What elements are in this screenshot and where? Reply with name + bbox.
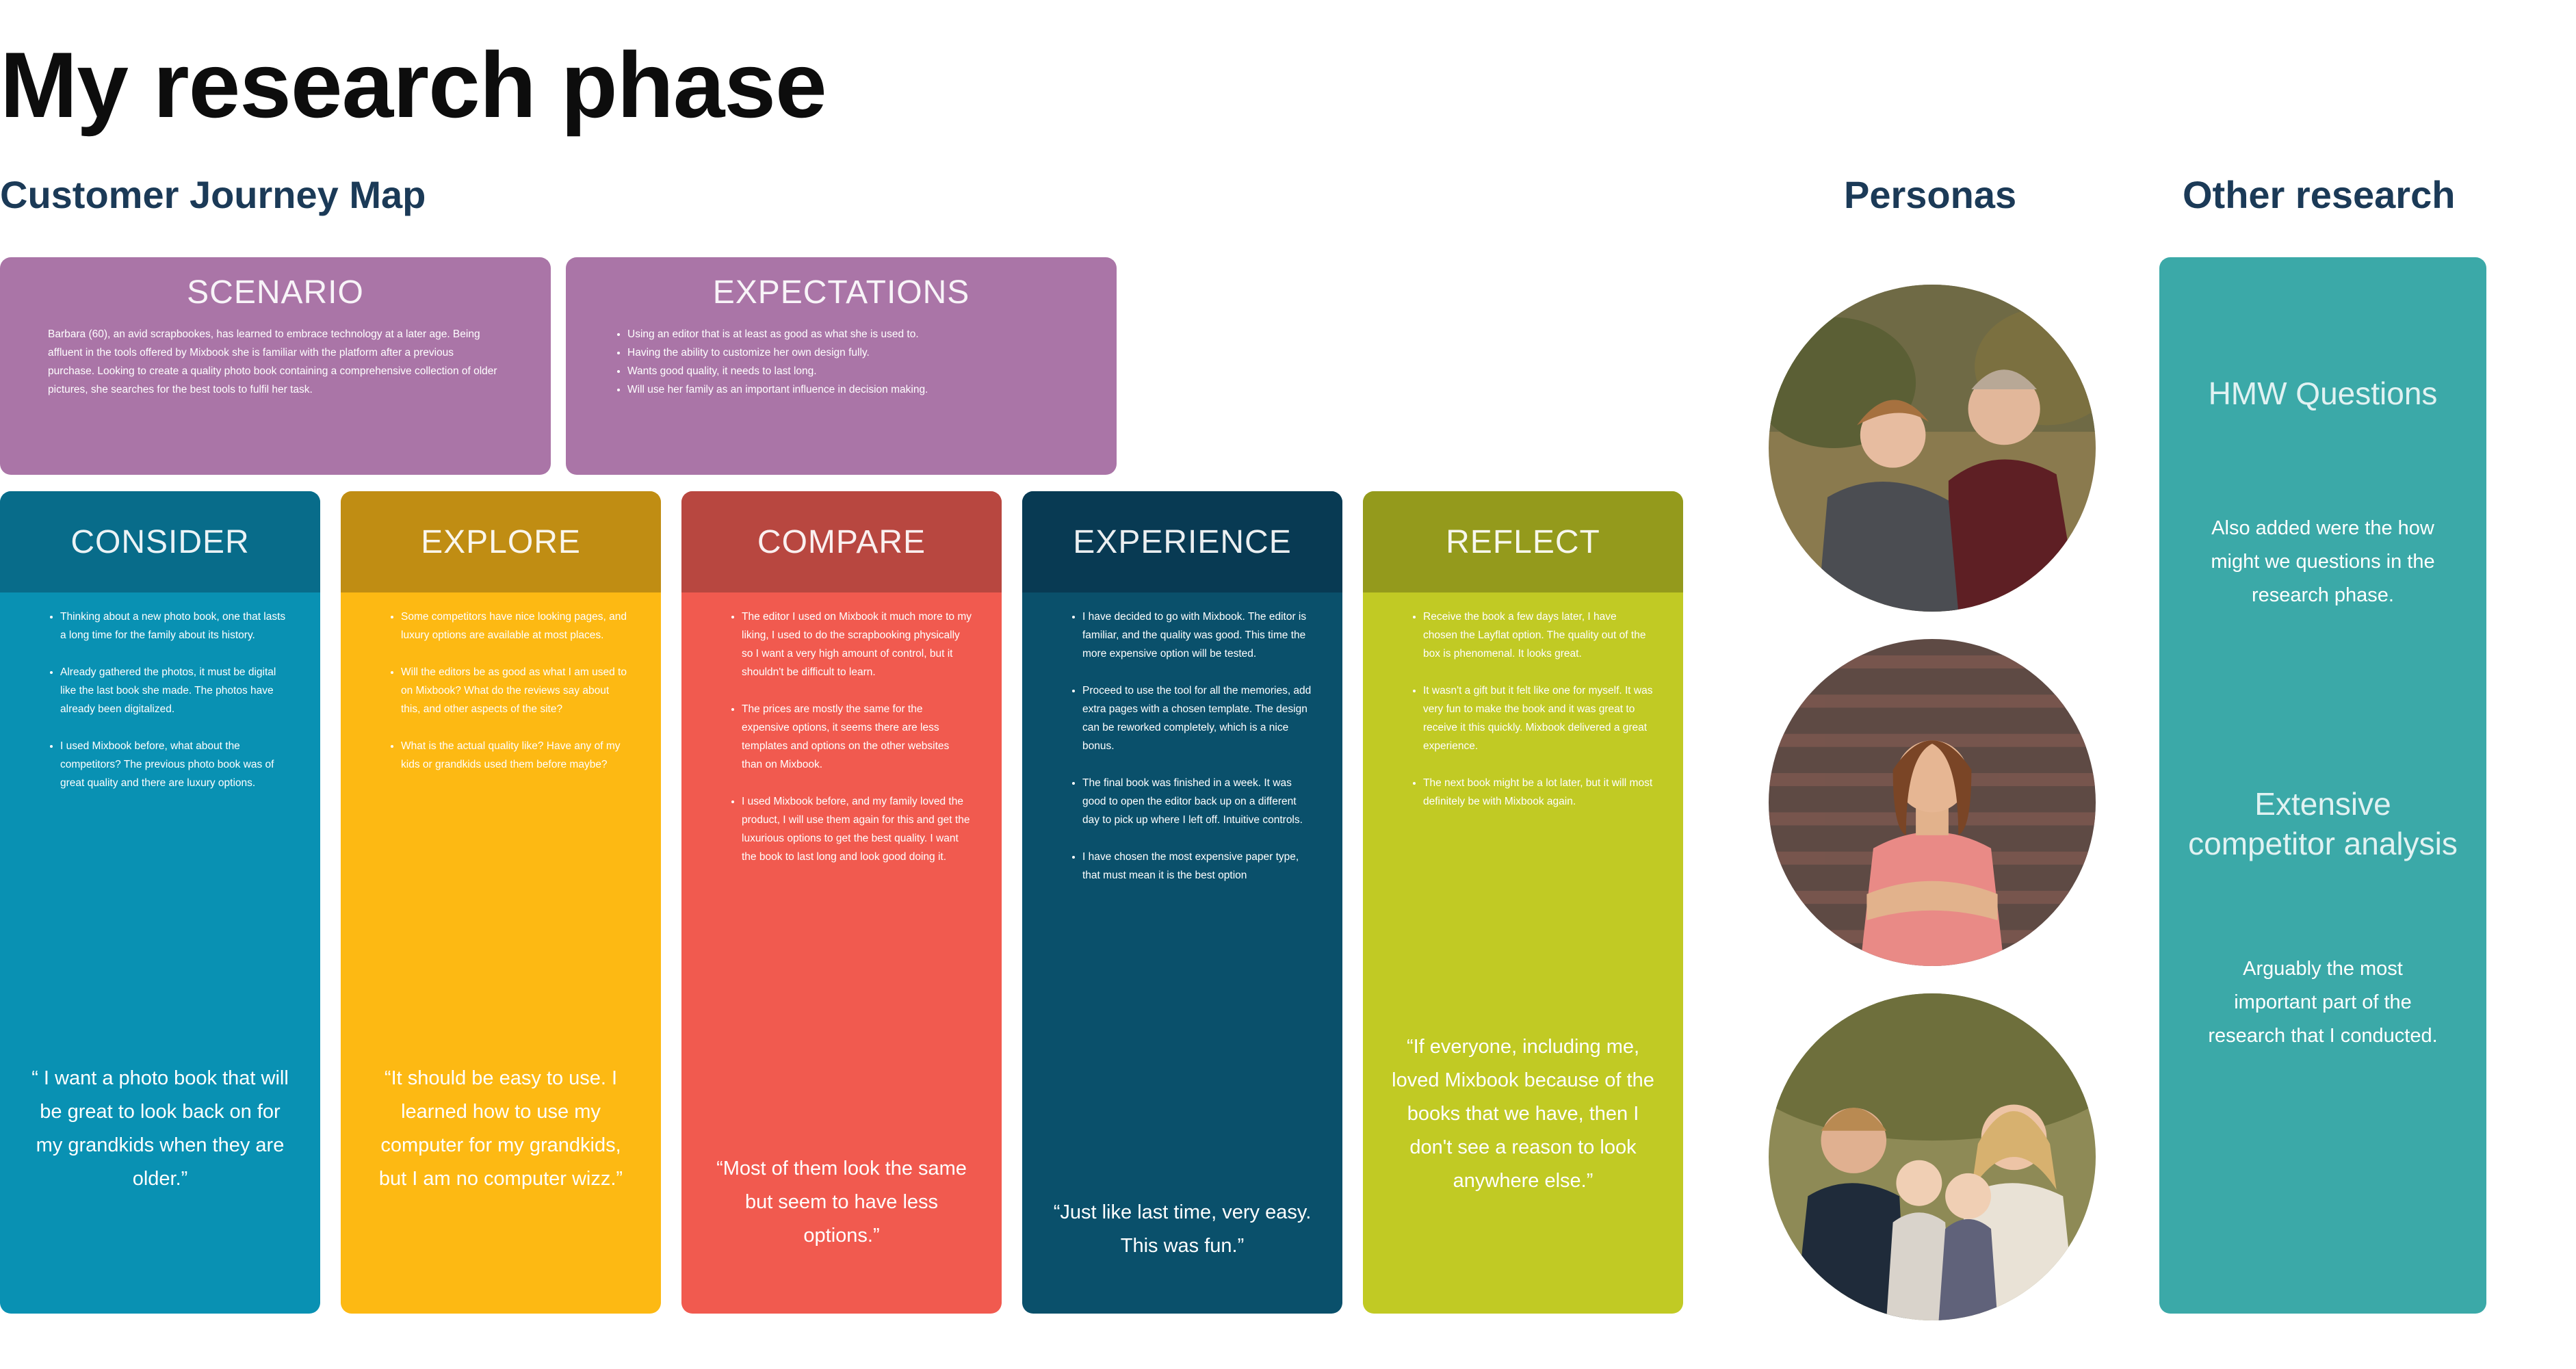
stage-item: I used Mixbook before, what about the co… (60, 737, 290, 792)
stage-reflect: REFLECT Receive the book a few days late… (1363, 491, 1683, 1314)
expectation-item: Using an editor that is at least as good… (627, 325, 1076, 343)
expectation-item: Will use her family as an important infl… (627, 380, 1076, 399)
stage-consider: CONSIDER Thinking about a new photo book… (0, 491, 320, 1314)
stage-experience-quote: “Just like last time, very easy. This wa… (1053, 1201, 1312, 1257)
expectations-title: EXPECTATIONS (712, 274, 970, 311)
scenario-text: Barbara (60), an avid scrapbookes, has l… (48, 328, 497, 395)
stage-compare: COMPARE The editor I used on Mixbook it … (681, 491, 1002, 1314)
persona-photo-family (1769, 993, 2096, 1320)
personas-heading: Personas (1844, 173, 2017, 216)
stage-compare-quote: “Most of them look the same but seem to … (716, 1158, 967, 1247)
stage-item: What is the actual quality like? Have an… (401, 737, 631, 774)
journey-map-heading: Customer Journey Map (0, 173, 426, 216)
stage-explore: EXPLORE Some competitors have nice looki… (341, 491, 661, 1314)
persona-photo-woman (1769, 639, 2096, 966)
stage-item: Will the editors be as good as what I am… (401, 663, 631, 718)
stage-item: The final book was finished in a week. I… (1082, 774, 1312, 829)
expectations-list: Using an editor that is at least as good… (566, 325, 1117, 399)
stage-compare-title: COMPARE (681, 491, 1002, 592)
stage-item: I have decided to go with Mixbook. The e… (1082, 608, 1312, 663)
hmw-text: Also added were the how might we questio… (2211, 517, 2435, 606)
other-research-panel: HMW Questions Also added were the how mi… (2159, 257, 2486, 1314)
stage-consider-list: Thinking about a new photo book, one tha… (0, 608, 320, 792)
expectation-item: Having the ability to customize her own … (627, 343, 1076, 362)
stage-item: The next book might be a lot later, but … (1423, 774, 1653, 811)
other-research-heading: Other research (2183, 173, 2456, 216)
stage-explore-quote: “It should be easy to use. I learned how… (378, 1067, 623, 1190)
stage-item: Proceed to use the tool for all the memo… (1082, 681, 1312, 755)
scenario-card: SCENARIO Barbara (60), an avid scrapbook… (0, 257, 551, 475)
stage-compare-list: The editor I used on Mixbook it much mor… (681, 608, 1002, 866)
stage-item: Receive the book a few days later, I hav… (1423, 608, 1653, 663)
stage-reflect-quote: “If everyone, including me, loved Mixboo… (1392, 1036, 1654, 1192)
stage-item: I used Mixbook before, and my family lov… (742, 792, 972, 866)
stage-item: It wasn't a gift but it felt like one fo… (1423, 681, 1653, 755)
stage-reflect-list: Receive the book a few days later, I hav… (1363, 608, 1683, 811)
stage-experience: EXPERIENCE I have decided to go with Mix… (1022, 491, 1342, 1314)
page-title: My research phase (0, 33, 827, 137)
stage-consider-title: CONSIDER (0, 491, 320, 592)
stage-item: Already gathered the photos, it must be … (60, 663, 290, 718)
stage-item: Thinking about a new photo book, one tha… (60, 608, 290, 644)
expectation-item: Wants good quality, it needs to last lon… (627, 362, 1076, 380)
competitor-text: Arguably the most important part of the … (2208, 958, 2438, 1047)
expectations-card: EXPECTATIONS Using an editor that is at … (566, 257, 1117, 475)
stage-reflect-title: REFLECT (1363, 491, 1683, 592)
stage-consider-quote: “ I want a photo book that will be great… (31, 1067, 289, 1190)
stage-item: Some competitors have nice looking pages… (401, 608, 631, 644)
stage-experience-list: I have decided to go with Mixbook. The e… (1022, 608, 1342, 885)
scenario-title: SCENARIO (187, 274, 364, 311)
stage-explore-title: EXPLORE (341, 491, 661, 592)
stage-item: The prices are mostly the same for the e… (742, 700, 972, 774)
stage-experience-title: EXPERIENCE (1022, 491, 1342, 592)
stage-explore-list: Some competitors have nice looking pages… (341, 608, 661, 774)
hmw-title: HMW Questions (2208, 376, 2438, 411)
stage-item: I have chosen the most expensive paper t… (1082, 848, 1312, 885)
persona-photo-couple (1769, 285, 2096, 612)
stage-item: The editor I used on Mixbook it much mor… (742, 608, 972, 681)
competitor-title: Extensive competitor analysis (2188, 786, 2458, 861)
